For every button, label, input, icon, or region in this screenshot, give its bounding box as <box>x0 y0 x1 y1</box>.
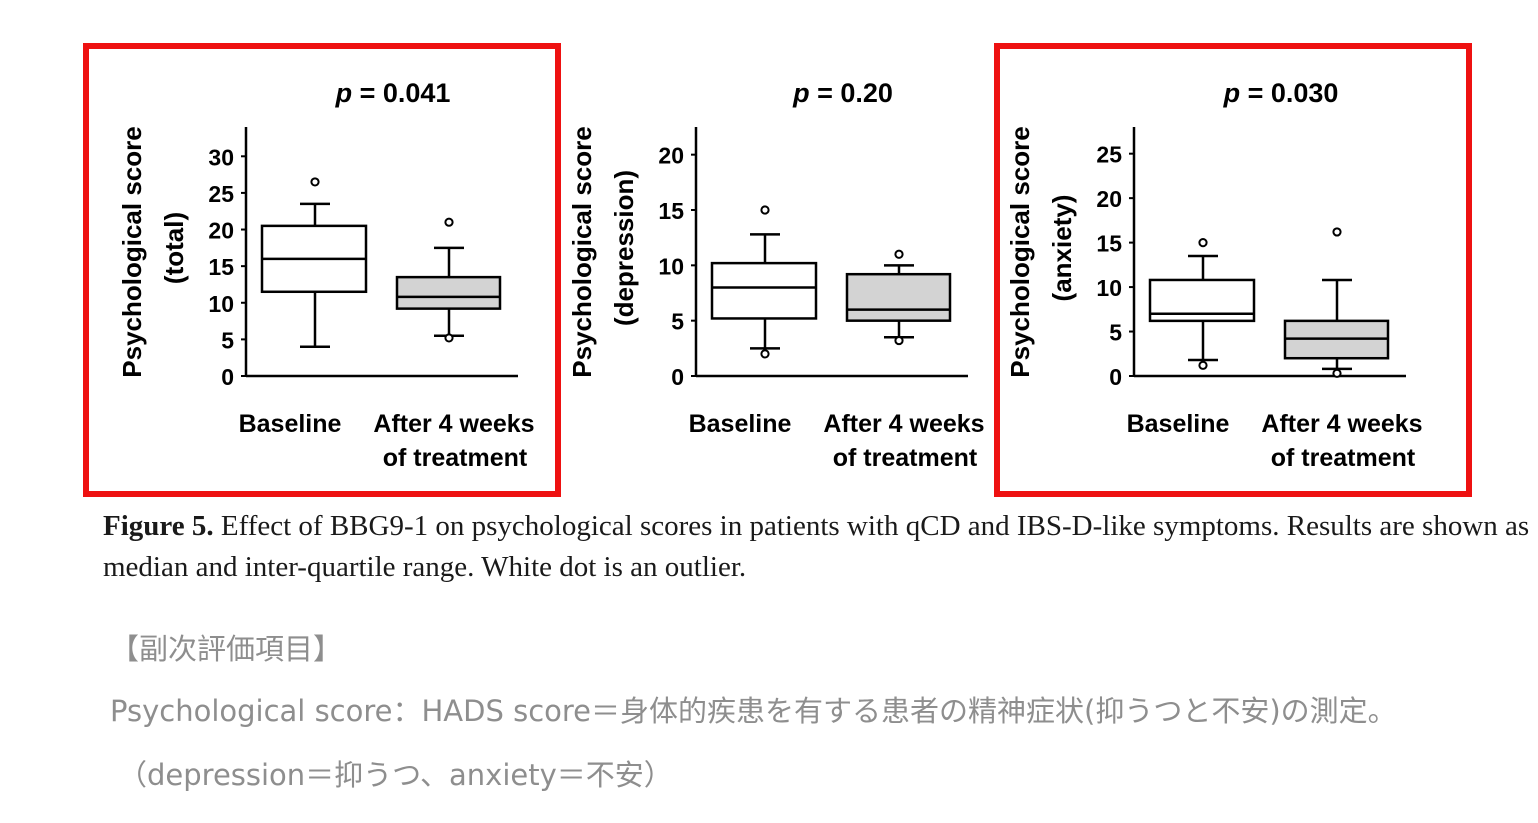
figure-caption-label: Figure 5. <box>103 510 214 542</box>
panel-2-after-treatment-box <box>845 272 952 322</box>
panel-1-y-tick-label: 25 <box>208 181 234 207</box>
panel-1-title: p = 0.041 <box>335 78 451 108</box>
panel-3-title: p = 0.030 <box>1223 78 1339 108</box>
figure-caption: Figure 5. Effect of BBG9-1 on psychologi… <box>103 506 1533 588</box>
panel-1-y-axis-label: Psychological score <box>117 126 147 377</box>
panel-2-after-treatment-outlier-point <box>894 335 904 346</box>
panel-3-baseline-category-label: Baseline <box>1127 410 1230 438</box>
panel-3-after-treatment-category-sublabel: of treatment <box>1271 444 1416 472</box>
box-plot-figure: p = 0.041 Psychological score (total) 0 5 10 1… <box>83 43 1472 497</box>
panel-1-after-treatment-outlier-point <box>444 217 454 227</box>
panel-3-y-tick-label: 25 <box>1096 142 1122 168</box>
panel-3-after-treatment-outlier-point <box>1332 227 1342 237</box>
panel-1-y-tick-label: 20 <box>208 218 234 244</box>
panel-1-after-treatment-category-label: After 4 weeks <box>373 410 534 438</box>
notes-line-2: （depression＝抑うつ、anxiety＝不安） <box>118 758 673 792</box>
panel-2-baseline-outlier-point <box>760 205 770 215</box>
panel-1-y-tick-label: 0 <box>221 364 234 390</box>
panel-2-baseline-box <box>710 261 818 320</box>
panel-3-after-treatment-category-label: After 4 weeks <box>1261 410 1422 438</box>
panel-3-highlight-frame <box>994 43 1472 497</box>
panel-1-highlight-frame <box>83 43 561 497</box>
panel-2-baseline-outlier-point <box>760 349 770 359</box>
panel-2-after-treatment-category-label: After 4 weeks <box>823 410 984 438</box>
panel-1-y-tick-label: 5 <box>221 327 234 353</box>
panel-3-y-tick-label: 5 <box>1109 320 1122 346</box>
panel-1-y-tick-label: 10 <box>208 291 234 317</box>
panel-1-baseline-category-label: Baseline <box>239 410 342 438</box>
notes-line-1: Psychological score：HADS score＝身体的疾患を有する… <box>110 694 1397 728</box>
panel-3-baseline-outlier-point <box>1198 360 1208 370</box>
panel-3-y-axis-label: Psychological score <box>1005 126 1035 377</box>
panel-2-y-axis-sublabel: (depression) <box>609 170 639 326</box>
panel-3-y-tick-label: 15 <box>1096 231 1122 257</box>
panel-2-y-tick-label: 15 <box>658 198 684 224</box>
figure-caption-text: Effect of BBG9-1 on psychological scores… <box>103 510 1530 583</box>
panel-2-after-treatment-outlier-point <box>894 249 904 259</box>
panel-3-y-tick-label: 20 <box>1096 186 1122 212</box>
panel-2-y-tick-label: 0 <box>671 364 684 390</box>
panel-2-after-treatment-category-sublabel: of treatment <box>833 444 978 472</box>
panel-3-y-tick-label: 10 <box>1096 275 1122 301</box>
panel-3-y-tick-label: 0 <box>1109 364 1122 390</box>
panel-1-after-treatment-outlier-point <box>444 333 454 343</box>
notes-heading: 【副次評価項目】 <box>110 632 343 666</box>
panel-2-y-tick-label: 10 <box>658 253 684 279</box>
panel-1-after-treatment-box <box>395 275 502 310</box>
panel-1-baseline-outlier-point <box>310 177 320 187</box>
panel-3-after-treatment-outlier-point <box>1332 368 1342 378</box>
panel-2-title: p = 0.20 <box>792 78 893 108</box>
panel-1-y-tick-label: 30 <box>208 144 234 170</box>
panel-3-baseline-outlier-point <box>1198 238 1208 248</box>
panel-2-y-axis-label: Psychological score <box>567 126 597 377</box>
panel-1-after-treatment-category-sublabel: of treatment <box>383 444 528 472</box>
panel-2-y-tick-label: 20 <box>658 143 684 169</box>
panel-1-y-axis-sublabel: (total) <box>159 212 189 284</box>
panel-2-baseline-category-label: Baseline <box>689 410 792 438</box>
panel-2-y-tick-label: 5 <box>671 309 684 335</box>
panel-3-y-axis-sublabel: (anxiety) <box>1047 195 1077 302</box>
panel-1-y-tick-label: 15 <box>208 254 234 280</box>
